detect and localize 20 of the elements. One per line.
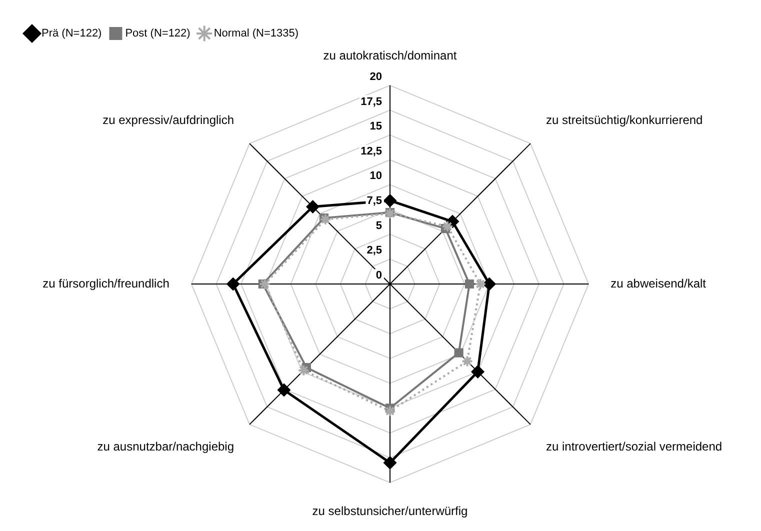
legend-label: Prä (N=122) (42, 28, 102, 40)
spoke-label: zu expressiv/aufdringlich (102, 113, 234, 128)
y-tick-label: 2,5 (366, 244, 382, 257)
spoke-label: zu abweisend/kalt (610, 276, 707, 290)
spoke-label: zu streitsüchtig/konkurrierend (546, 113, 703, 128)
y-tick-label: 17,5 (360, 96, 382, 108)
legend-label: Post (N=122) (125, 28, 190, 40)
spoke-label: zu autokratisch/dominant (323, 48, 458, 63)
y-tick-label: 7,5 (366, 195, 382, 208)
y-tick-label: 10 (370, 170, 382, 182)
spoke-label: zu fürsorglich/freundlich (42, 276, 170, 290)
y-tick-label: 0 (376, 270, 382, 282)
legend-label: Normal (N=1335) (214, 28, 299, 40)
spoke-label: zu introvertiert/sozial vermeidend (546, 440, 722, 454)
spoke-label: zu ausnutzbar/nachgiebig (97, 440, 234, 454)
y-tick-label: 5 (376, 220, 382, 232)
spoke-label: zu selbstunsicher/unterwürfig (312, 504, 468, 518)
y-tick-label: 12,5 (360, 145, 382, 158)
y-tick-label: 20 (370, 70, 382, 83)
y-tick-label: 15 (370, 120, 382, 133)
